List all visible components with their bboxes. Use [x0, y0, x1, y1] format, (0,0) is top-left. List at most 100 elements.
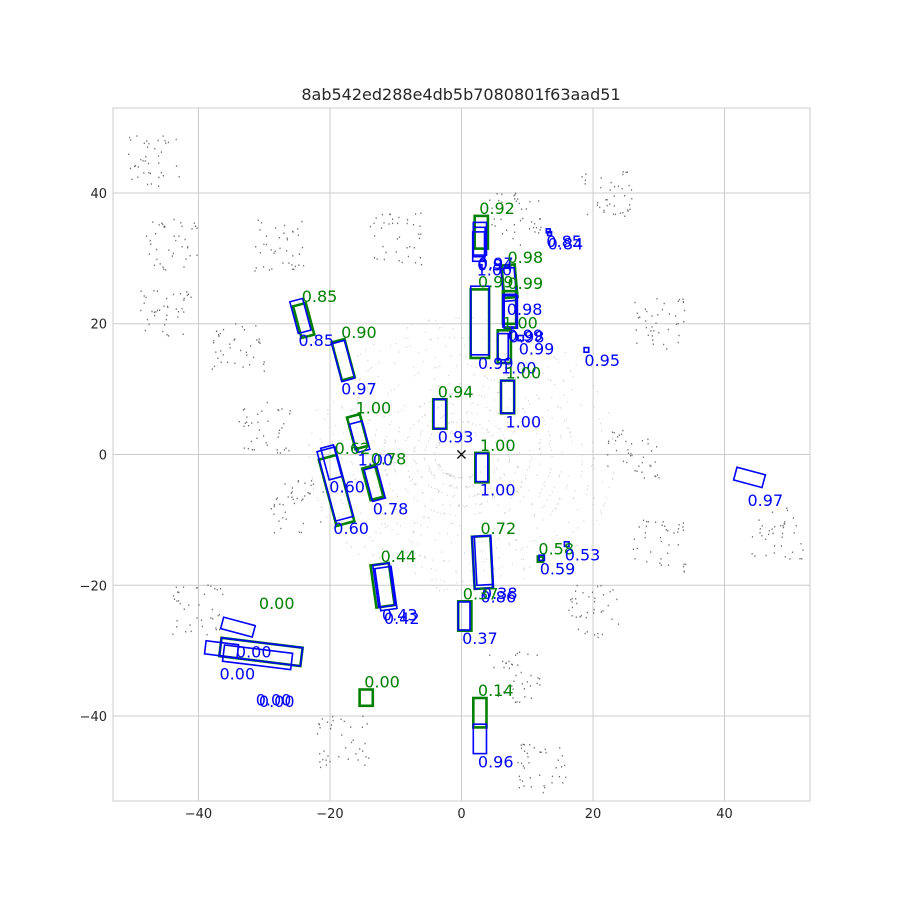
- gt-score-label: 0.85: [302, 287, 338, 306]
- pred-box: [469, 285, 490, 356]
- pred-box: [500, 379, 515, 415]
- gt-score-label: 1.00: [356, 398, 392, 417]
- gt-score-label: 0.00: [259, 594, 295, 613]
- pred-score-label: 0.59: [540, 559, 576, 578]
- x-tick-labels: −40 −20 0 20 40: [185, 807, 733, 822]
- pred-score-label: 0.96: [478, 753, 514, 772]
- y-tick-label: 40: [90, 187, 107, 202]
- gt-box: [358, 688, 375, 708]
- pred-score-label: 0.78: [373, 499, 409, 518]
- pred-score-label: 0.00: [259, 692, 295, 711]
- gt-score-label: 0.00: [364, 673, 400, 692]
- gt-score-label: 0.78: [371, 449, 407, 468]
- pred-score-label: 0.00: [256, 691, 292, 710]
- grid: [113, 108, 810, 801]
- pred-box: [373, 565, 398, 612]
- pred-box: [316, 445, 355, 523]
- pred-score-label: 0.85: [298, 331, 334, 350]
- pred-box: [503, 294, 519, 330]
- gt-box: [536, 555, 545, 563]
- y-tick-label: −40: [80, 710, 107, 725]
- pred-score-label: 1.00: [480, 481, 516, 500]
- pred-score-label: 0.85: [546, 232, 582, 251]
- gt-score-label: 0.72: [481, 519, 517, 538]
- gt-score-label: 0.14: [478, 681, 514, 700]
- pred-box: [433, 398, 447, 430]
- pred-box: [502, 293, 517, 328]
- pred-score-label: 0.99: [508, 326, 544, 345]
- pred-box: [457, 601, 471, 631]
- pred-score-label: 0.99: [478, 354, 514, 373]
- pred-score-label: 0.93: [438, 428, 474, 447]
- gt-score-label: 0.62: [335, 439, 371, 458]
- pred-score-label: 0.42: [384, 609, 420, 628]
- x-tick-label: 20: [585, 807, 602, 822]
- pred-score-label: 0.00: [220, 665, 256, 684]
- boxes: [203, 214, 767, 755]
- pred-score-label: 0.53: [565, 545, 601, 564]
- gt-score-label: 0.44: [381, 547, 417, 566]
- pred-box: [471, 231, 486, 263]
- pred-box: [517, 334, 525, 342]
- pred-box: [500, 266, 518, 303]
- gt-score-label: 0.99: [508, 274, 544, 293]
- score-labels: 0.920.970.941.000.850.840.980.980.990.99…: [220, 199, 784, 772]
- gt-score-label: 1.00: [502, 313, 538, 332]
- object-points: [128, 135, 804, 794]
- pred-box: [732, 466, 767, 489]
- y-tick-labels: −40 −20 0 20 40: [80, 187, 107, 725]
- pred-box: [538, 554, 546, 562]
- pred-score-label: 0.94: [477, 256, 513, 275]
- pred-score-label: 0.84: [548, 235, 584, 254]
- x-tick-label: 40: [716, 807, 733, 822]
- pred-box: [319, 443, 343, 481]
- pred-score-label: 0.38: [482, 584, 518, 603]
- x-tick-label: −20: [316, 807, 343, 822]
- pred-score-label: 0.97: [748, 491, 784, 510]
- gt-score-label: 1.00: [506, 364, 542, 383]
- pred-box: [472, 723, 488, 755]
- pred-box: [221, 644, 294, 671]
- plot-area: 0.920.970.941.000.850.840.980.980.990.99…: [112, 107, 811, 802]
- gt-score-label: 0.92: [479, 199, 515, 218]
- ground-points: [308, 317, 615, 592]
- pred-box: [563, 540, 570, 548]
- pred-box: [473, 534, 495, 587]
- pred-score-label: 0.98: [509, 327, 545, 346]
- pred-score-label: 1.00: [506, 412, 542, 431]
- lidar-points: [128, 135, 804, 794]
- x-tick-label: −40: [185, 807, 212, 822]
- pred-box: [583, 346, 590, 354]
- gt-score-label: 0.37: [463, 584, 499, 603]
- pred-score-label: 0.86: [481, 588, 517, 607]
- pred-score-label: 0.37: [462, 629, 498, 648]
- pred-score-label: 1.00: [358, 451, 394, 470]
- plot-frame: [112, 107, 811, 802]
- pred-box: [371, 562, 396, 609]
- pred-box: [219, 616, 257, 639]
- pred-score-label: 1.00: [501, 359, 537, 378]
- pred-score-label: 0.95: [584, 351, 620, 370]
- pred-score-label: 0.97: [341, 380, 377, 399]
- gt-box: [360, 463, 386, 502]
- gt-box: [500, 262, 519, 300]
- gt-score-label: 1.00: [480, 436, 516, 455]
- pred-score-label: 0.60: [333, 519, 369, 538]
- ego-marker: ×: [455, 445, 468, 464]
- y-tick-label: 0: [99, 449, 107, 464]
- pred-score-label: 1.00: [477, 260, 513, 279]
- pred-box: [475, 452, 489, 483]
- pred-score-label: 0.60: [329, 478, 365, 497]
- pred-score-label: 0.99: [519, 340, 555, 359]
- y-tick-label: 20: [90, 318, 107, 333]
- pred-box: [330, 339, 356, 383]
- pred-score-label: 0.43: [382, 606, 418, 625]
- x-tick-label: 0: [457, 807, 465, 822]
- pred-box: [203, 639, 240, 659]
- pred-box: [363, 465, 387, 503]
- gt-box: [471, 696, 488, 729]
- gt-score-label: 0.58: [538, 540, 574, 559]
- chart-title: 8ab542ed288e4db5b7080801f63aad51: [301, 85, 620, 104]
- y-tick-label: −20: [80, 579, 107, 594]
- gt-score-label: 0.90: [341, 323, 377, 342]
